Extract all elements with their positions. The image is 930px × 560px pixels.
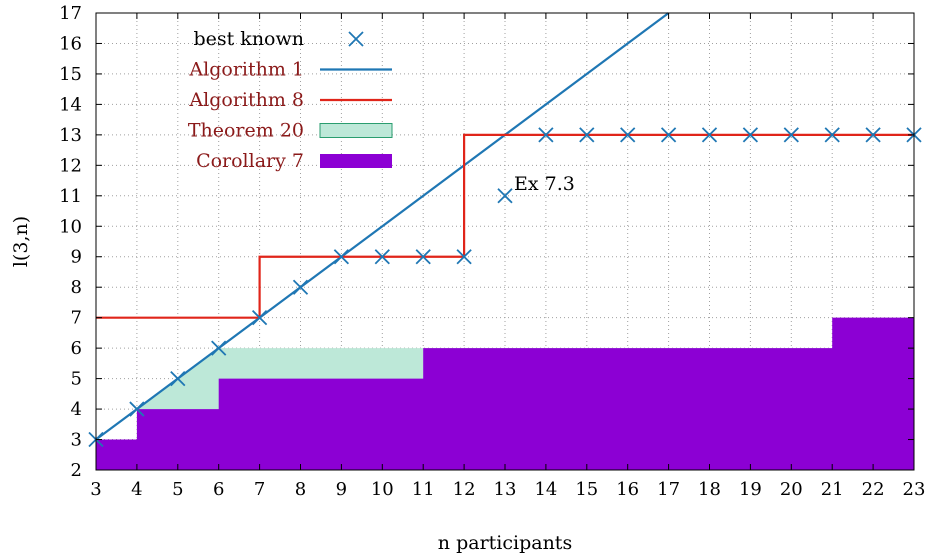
- legend-entry: Algorithm 1: [188, 59, 392, 81]
- y-tick-label: 9: [71, 247, 82, 268]
- data-point-best-known: [824, 127, 840, 143]
- tick-layer: 3 4 5 6 7 8 9 10 11 12 13 14 15 16 17 18 19 20 21 22 2323456…: [59, 3, 925, 500]
- y-tick-label: 15: [59, 64, 82, 85]
- data-point-best-known: [292, 279, 309, 295]
- data-point-best-known: [415, 249, 431, 265]
- legend-entry: best known: [193, 28, 364, 50]
- legend-label: Corollary 7: [196, 150, 304, 172]
- x-tick-label: 7: [254, 479, 265, 500]
- legend-entry: Corollary 7: [196, 150, 392, 172]
- y-tick-label: 16: [59, 33, 82, 54]
- y-tick-label: 14: [59, 94, 82, 115]
- y-tick-label: 3: [71, 430, 82, 451]
- data-point-best-known: [620, 127, 636, 143]
- legend-symbol-corollary-7: [320, 154, 392, 168]
- legend-entry: Algorithm 8: [188, 89, 392, 111]
- annotation-label: Ex 7.3: [514, 173, 575, 195]
- line-layer: [95, 12, 914, 441]
- data-point-best-known: [251, 310, 268, 326]
- x-tick-label: 12: [453, 479, 476, 500]
- series-line-algorithm-8: [96, 133, 914, 319]
- y-tick-label: 6: [71, 338, 82, 359]
- x-tick-label: 5: [172, 479, 183, 500]
- y-tick-label: 2: [71, 460, 82, 481]
- data-point-best-known: [742, 127, 759, 143]
- x-tick-label: 22: [862, 479, 885, 500]
- data-point-best-known: [170, 370, 186, 387]
- x-tick-label: 23: [903, 479, 926, 500]
- legend-symbol-best-known: [348, 31, 364, 47]
- x-tick-label: 11: [412, 479, 435, 500]
- x-tick-label: 6: [213, 479, 224, 500]
- x-tick-label: 8: [295, 479, 306, 500]
- legend-symbol-theorem-20: [319, 123, 393, 138]
- data-point-best-known: [456, 249, 472, 265]
- x-tick-label: 18: [698, 479, 721, 500]
- area-layer: [96, 317, 914, 470]
- x-tick-label: 20: [780, 479, 803, 500]
- x-tick-label: 9: [336, 479, 347, 500]
- y-axis-title: l(3,n): [10, 216, 32, 267]
- y-tick-label: 17: [59, 3, 82, 24]
- series-area-corollary-7: [96, 317, 914, 470]
- y-tick-label: 5: [71, 369, 82, 390]
- legend-label: best known: [193, 28, 304, 50]
- legend: best known Algorithm 1 Algorithm 8 Theorem …: [188, 28, 393, 172]
- y-tick-label: 11: [59, 186, 82, 207]
- x-tick-label: 10: [371, 479, 394, 500]
- x-tick-label: 4: [131, 479, 142, 500]
- data-point-best-known: [333, 249, 350, 265]
- data-point-best-known: [497, 188, 513, 204]
- legend-label: Theorem 20: [188, 120, 304, 142]
- x-tick-label: 19: [739, 479, 762, 500]
- data-point-best-known: [701, 127, 718, 143]
- x-tick-label: 13: [494, 479, 517, 500]
- marker-layer: [88, 127, 922, 448]
- data-point-best-known: [660, 127, 677, 143]
- data-point-best-known: [579, 127, 595, 143]
- annotation-layer: Ex 7.3: [514, 173, 575, 195]
- x-tick-label: 21: [821, 479, 844, 500]
- legend-label: Algorithm 8: [188, 89, 304, 111]
- x-tick-label: 14: [534, 479, 557, 500]
- legend-label: Algorithm 1: [188, 59, 304, 81]
- y-tick-label: 12: [59, 155, 82, 176]
- y-tick-label: 7: [71, 308, 82, 329]
- x-tick-label: 16: [616, 479, 639, 500]
- data-point-best-known: [865, 127, 881, 143]
- y-tick-label: 4: [71, 399, 82, 420]
- series-line-algorithm-1: [95, 12, 670, 441]
- data-point-best-known: [374, 249, 390, 265]
- data-point-best-known: [129, 401, 145, 417]
- x-axis-title: n participants: [438, 532, 572, 554]
- data-point-best-known: [211, 340, 227, 356]
- data-point-best-known: [783, 127, 799, 143]
- y-tick-label: 13: [59, 125, 82, 146]
- x-tick-label: 3: [90, 479, 101, 500]
- y-tick-label: 8: [71, 277, 82, 298]
- x-tick-label: 15: [575, 479, 598, 500]
- y-tick-label: 10: [59, 216, 82, 237]
- x-tick-label: 17: [657, 479, 680, 500]
- data-point-best-known: [538, 127, 554, 143]
- legend-entry: Theorem 20: [188, 120, 393, 142]
